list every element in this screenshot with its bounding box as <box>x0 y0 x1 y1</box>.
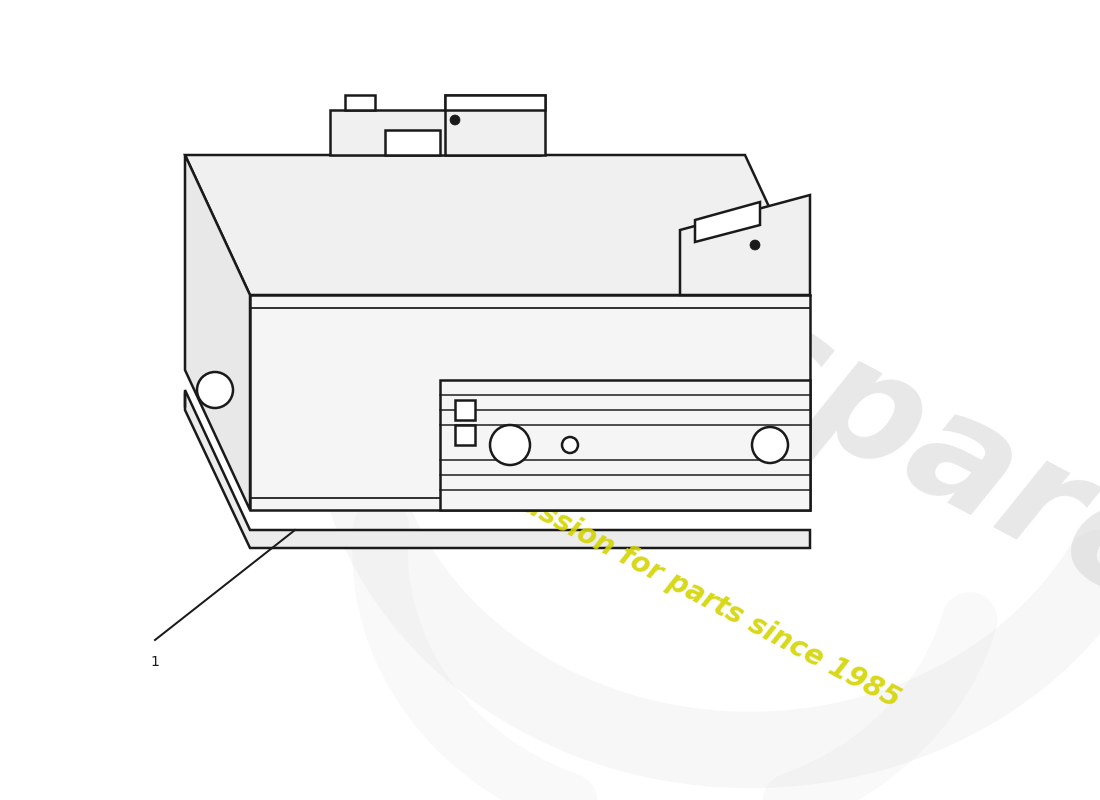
Polygon shape <box>385 130 440 155</box>
Polygon shape <box>680 195 810 295</box>
Circle shape <box>752 427 788 463</box>
Polygon shape <box>330 110 540 155</box>
Polygon shape <box>440 380 810 510</box>
Circle shape <box>750 240 760 250</box>
Text: a passion for parts since 1985: a passion for parts since 1985 <box>475 467 905 713</box>
Circle shape <box>450 115 460 125</box>
Polygon shape <box>185 390 810 548</box>
Polygon shape <box>345 95 375 110</box>
Polygon shape <box>455 400 475 420</box>
Circle shape <box>490 425 530 465</box>
Polygon shape <box>446 95 544 155</box>
Circle shape <box>562 437 578 453</box>
Polygon shape <box>446 95 544 110</box>
Circle shape <box>197 372 233 408</box>
Polygon shape <box>185 155 810 295</box>
Text: 1: 1 <box>151 655 160 669</box>
Polygon shape <box>695 202 760 242</box>
Polygon shape <box>455 425 475 445</box>
Polygon shape <box>185 155 250 510</box>
Text: eurospares: eurospares <box>359 98 1100 682</box>
Polygon shape <box>250 295 810 510</box>
